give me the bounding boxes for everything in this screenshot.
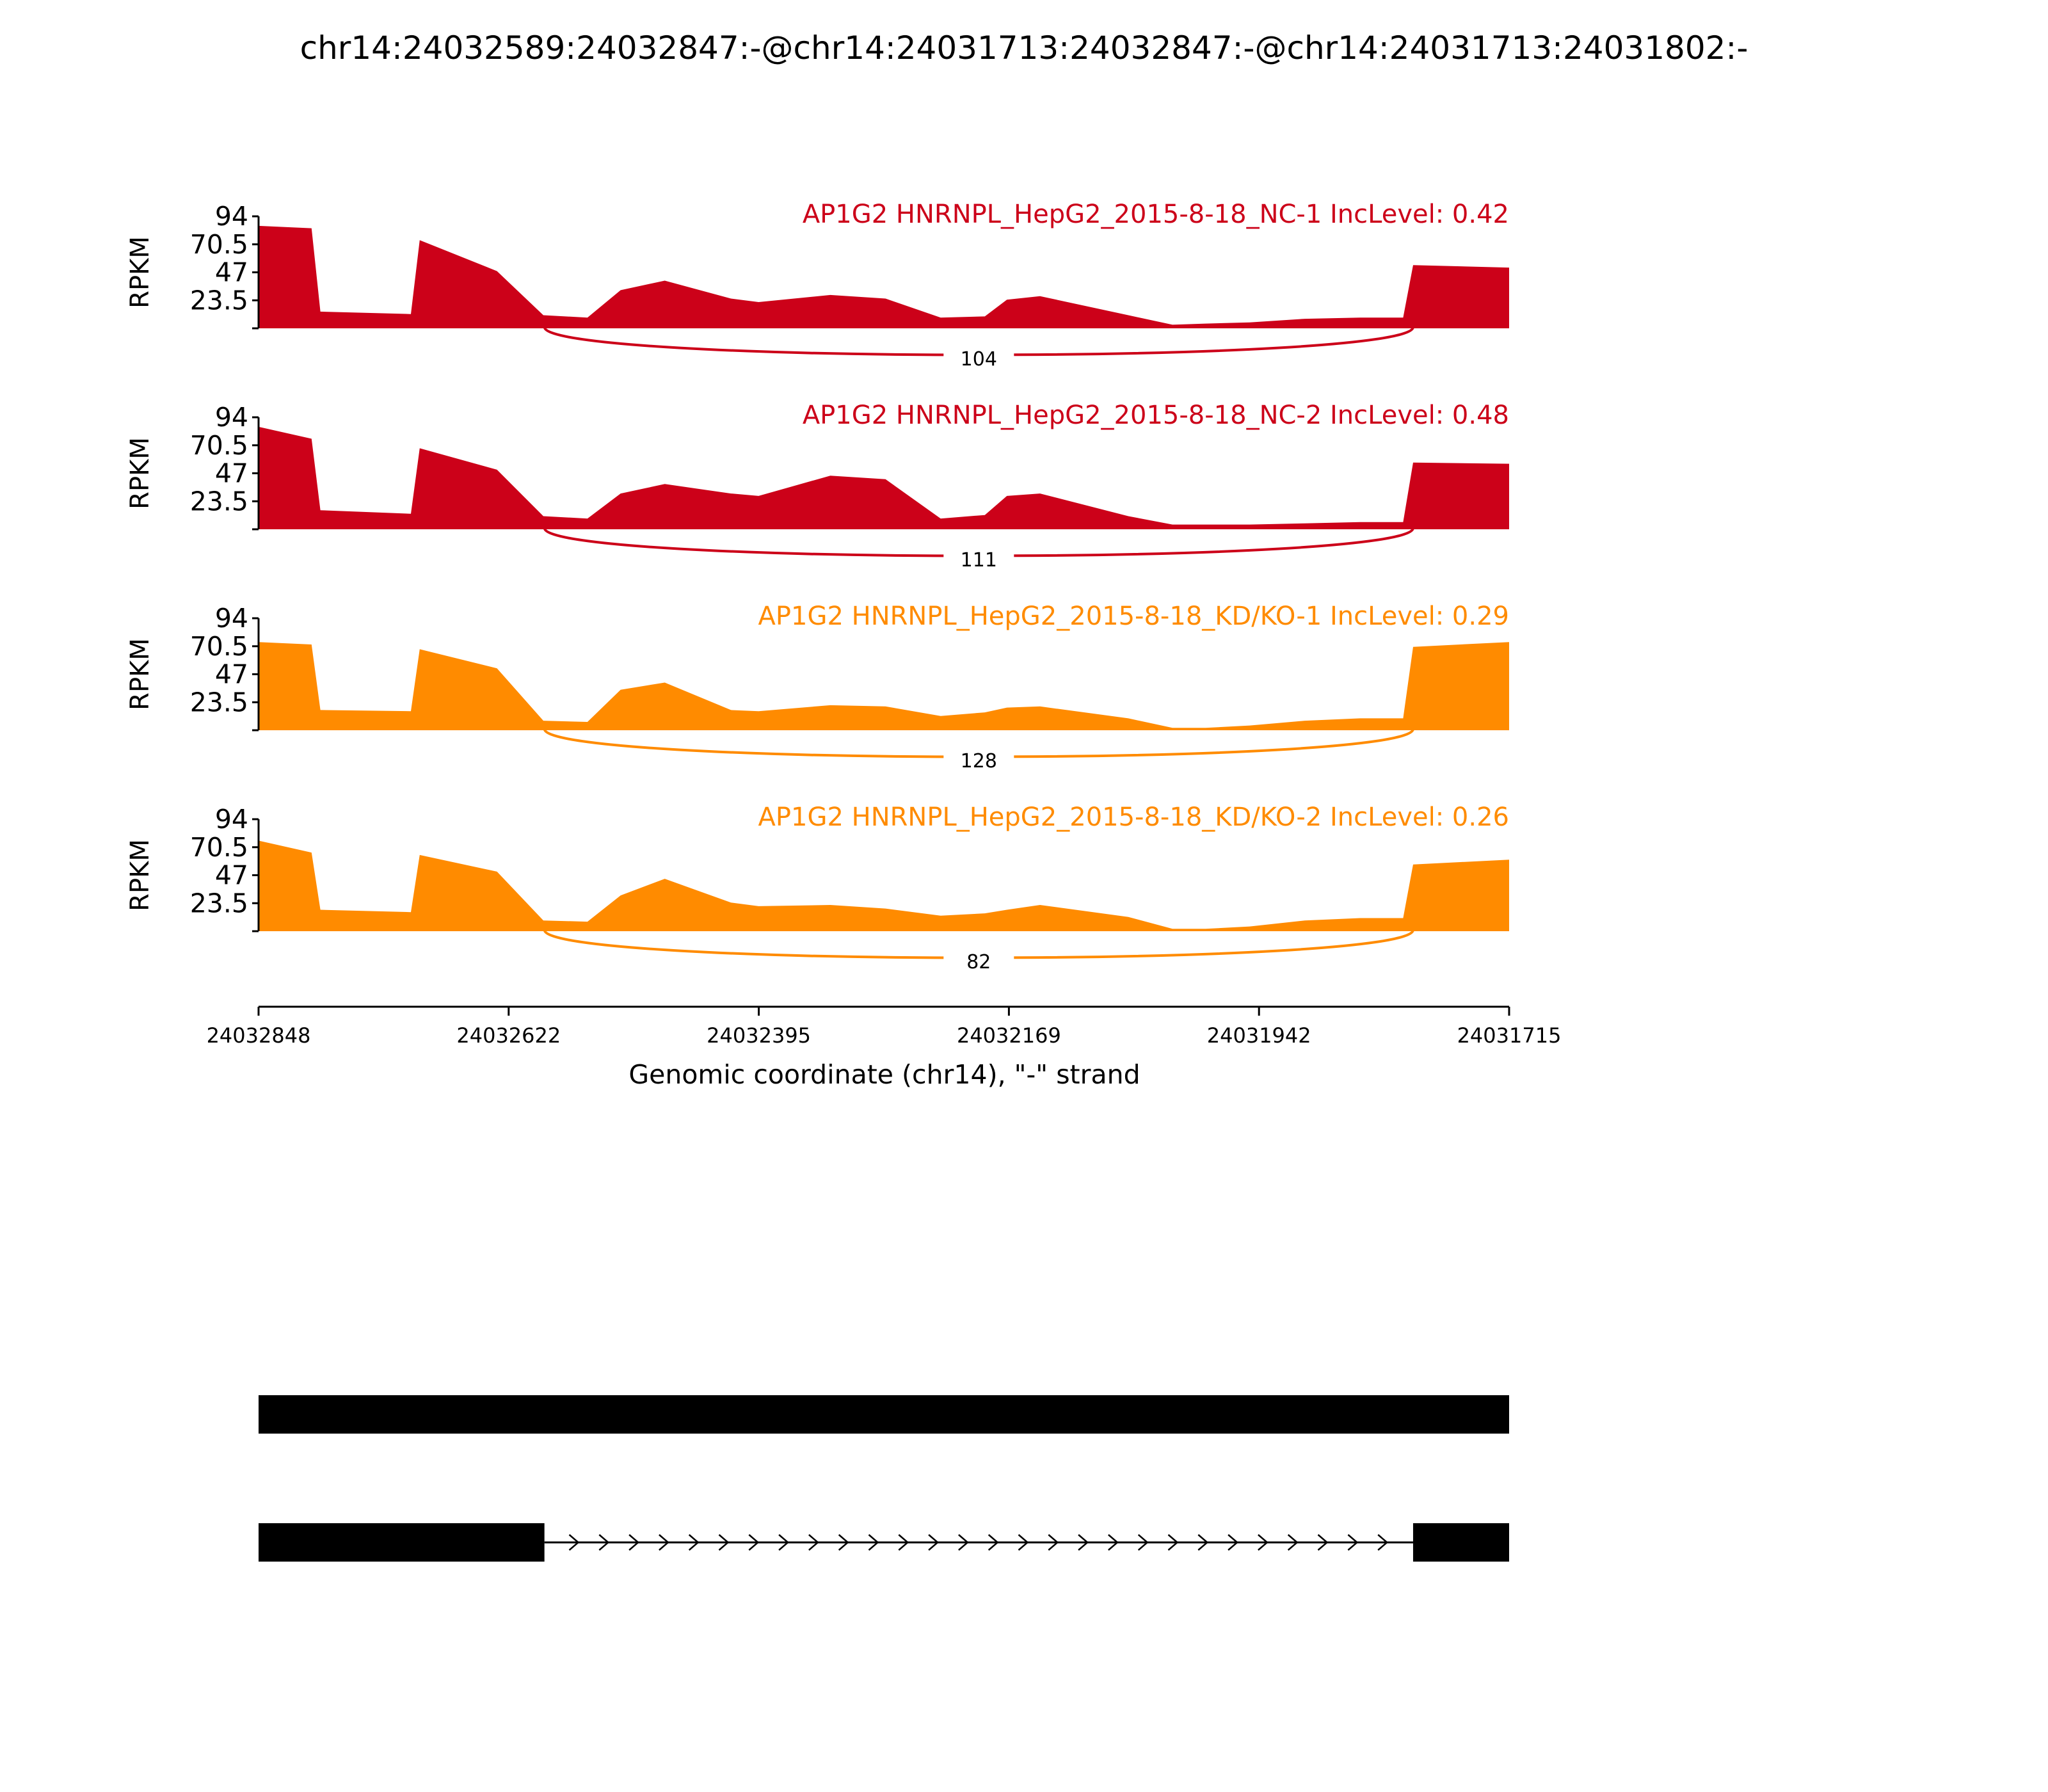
- strand-chevron: [748, 1534, 760, 1551]
- junction-label-bg: [943, 748, 1014, 771]
- y-axis-label: RPKM: [125, 839, 155, 911]
- x-tick-label: 24032848: [207, 1023, 311, 1048]
- junction-count: 128: [961, 750, 997, 772]
- strand-chevron: [1228, 1534, 1239, 1551]
- sample-label: AP1G2 HNRNPL_HepG2_2015-8-18_KD/KO-1 Inc…: [758, 602, 1509, 631]
- sample-label: AP1G2 HNRNPL_HepG2_2015-8-18_NC-1 IncLev…: [803, 200, 1509, 229]
- strand-chevron: [1078, 1534, 1089, 1551]
- junction-count: 82: [966, 951, 991, 973]
- strand-chevron: [988, 1534, 999, 1551]
- y-tick-label: 47: [215, 257, 248, 288]
- y-tick-label: 94: [215, 804, 248, 835]
- transcript-skip-exon-upstream: [259, 1523, 545, 1562]
- x-axis: 24032848 24032622 24032395 24032169 24031942…: [207, 1005, 1562, 1090]
- transcript-skip-exon-downstream: [1412, 1523, 1509, 1562]
- y-tick-label: 47: [215, 860, 248, 891]
- strand-chevron: [868, 1534, 879, 1551]
- y-tick-label: 94: [215, 201, 248, 232]
- junction-label-bg: [943, 547, 1014, 570]
- y-axis-label: RPKM: [125, 638, 155, 710]
- gene-model-track: [259, 1395, 1509, 1562]
- strand-chevron: [1197, 1534, 1209, 1551]
- strand-chevron: [1317, 1534, 1329, 1551]
- y-tick-label: 70.5: [190, 229, 248, 260]
- coverage-area: [259, 225, 1509, 328]
- strand-chevron: [718, 1534, 730, 1551]
- y-axis-label: RPKM: [125, 437, 155, 509]
- y-tick-label: 70.5: [190, 631, 248, 662]
- strand-chevron: [898, 1534, 909, 1551]
- strand-chevron: [928, 1534, 940, 1551]
- x-tick-label: 24031942: [1207, 1023, 1311, 1048]
- strand-chevron: [778, 1534, 790, 1551]
- strand-chevron: [838, 1534, 849, 1551]
- strand-chevron: [808, 1534, 819, 1551]
- y-tick-label: 23.5: [190, 888, 248, 918]
- y-tick-label: 23.5: [190, 486, 248, 516]
- strand-chevron: [628, 1534, 640, 1551]
- y-tick-label: 23.5: [190, 687, 248, 717]
- junction-label-bg: [943, 949, 1014, 972]
- sample-label: AP1G2 HNRNPL_HepG2_2015-8-18_NC-2 IncLev…: [803, 401, 1509, 430]
- junction-label-bg: [943, 346, 1014, 369]
- figure-title: chr14:24032589:24032847:-@chr14:24031713…: [300, 29, 1748, 67]
- strand-chevron: [1048, 1534, 1059, 1551]
- x-tick-label: 24031715: [1457, 1023, 1562, 1048]
- coverage-area: [259, 426, 1509, 529]
- x-axis-label: Genomic coordinate (chr14), "-" strand: [628, 1059, 1140, 1090]
- strand-chevron: [1377, 1534, 1389, 1551]
- strand-chevron: [598, 1534, 610, 1551]
- y-tick-label: 70.5: [190, 430, 248, 461]
- junction-count: 111: [961, 549, 997, 572]
- strand-chevron: [1137, 1534, 1149, 1551]
- strand-chevron: [1258, 1534, 1268, 1551]
- strand-chevron: [1018, 1534, 1029, 1551]
- strand-chevron: [1347, 1534, 1359, 1551]
- strand-chevron: [1287, 1534, 1299, 1551]
- coverage-area: [259, 840, 1509, 931]
- y-tick-label: 47: [215, 659, 248, 690]
- strand-chevron: [958, 1534, 969, 1551]
- x-tick-label: 24032395: [707, 1023, 811, 1048]
- y-tick-label: 47: [215, 458, 248, 489]
- strand-chevron: [659, 1534, 669, 1551]
- strand-chevron: [1167, 1534, 1179, 1551]
- x-tick-label: 24032622: [456, 1023, 561, 1048]
- y-tick-label: 70.5: [190, 832, 248, 863]
- junction-count: 104: [961, 348, 997, 371]
- strand-chevron: [688, 1534, 700, 1551]
- y-tick-label: 94: [215, 603, 248, 634]
- x-tick-label: 24032169: [957, 1023, 1061, 1048]
- y-tick-label: 94: [215, 402, 248, 433]
- y-axis-label: RPKM: [125, 236, 155, 308]
- transcript-inclusion-exon: [259, 1395, 1509, 1434]
- y-tick-label: 23.5: [190, 285, 248, 316]
- strand-chevron: [1108, 1534, 1119, 1551]
- sample-label: AP1G2 HNRNPL_HepG2_2015-8-18_KD/KO-2 Inc…: [758, 803, 1509, 832]
- strand-chevron: [568, 1534, 580, 1551]
- coverage-area: [259, 642, 1509, 730]
